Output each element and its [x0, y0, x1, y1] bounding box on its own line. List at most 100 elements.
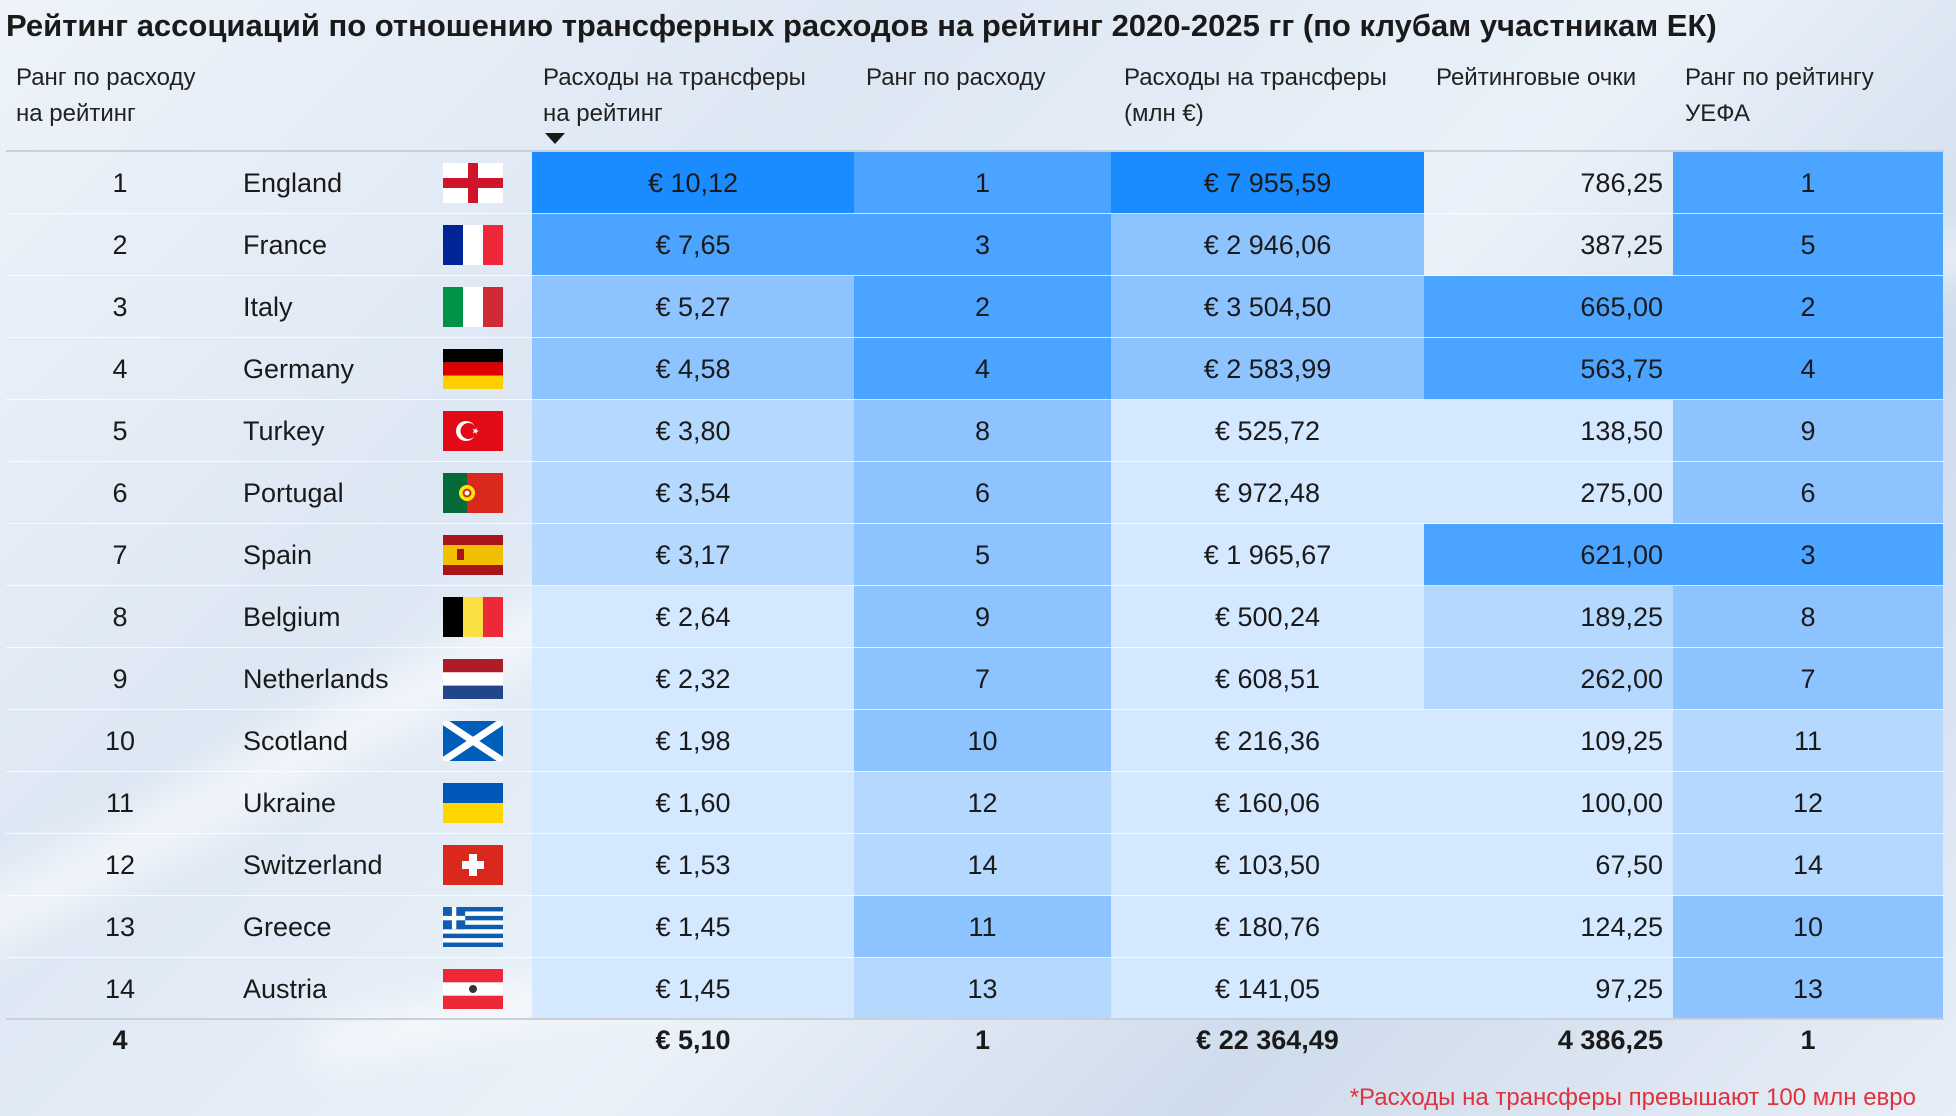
spend-rank-cell: 5: [854, 524, 1111, 586]
row-divider: [6, 399, 1944, 400]
greece-flag-icon: [443, 907, 503, 947]
scotland-flag-icon: [441, 718, 505, 764]
spend-rank-cell: 14: [854, 834, 1111, 896]
uefa-rank-cell: 12: [1673, 772, 1943, 834]
transfer-spend-cell: € 160,06: [1111, 772, 1424, 834]
row-divider: [6, 523, 1944, 524]
row-divider: [6, 585, 1944, 586]
transfer-spend-cell: € 608,51: [1111, 648, 1424, 710]
row-divider: [6, 275, 1944, 276]
spend-per-rating-cell: € 1,45: [532, 958, 854, 1020]
spend-per-rating-cell: € 10,12: [532, 152, 854, 214]
country-cell: Netherlands: [243, 664, 389, 694]
country-cell: Scotland: [243, 726, 349, 756]
transfer-spend-cell: € 2 583,99: [1111, 338, 1424, 400]
rating-points-cell: 189,25: [1424, 586, 1673, 648]
uefa-rank-cell: 5: [1673, 214, 1943, 276]
spend-per-rating-cell: € 1,60: [532, 772, 854, 834]
rating-points-cell: 387,25: [1580, 230, 1663, 260]
rank-cell: 11: [105, 788, 135, 818]
country-cell: Switzerland: [243, 850, 383, 880]
country-cell: Turkey: [243, 416, 325, 446]
country-cell: Belgium: [243, 602, 341, 632]
transfer-spend-cell: € 972,48: [1111, 462, 1424, 524]
rank-cell: 8: [112, 602, 128, 632]
rank-cell: 2: [112, 230, 128, 260]
row-divider: [6, 833, 1944, 834]
spain-flag-icon: [443, 535, 503, 575]
footnote: *Расходы на трансферы превышают 100 млн …: [1349, 1084, 1916, 1111]
rank-cell: 14: [104, 974, 136, 1004]
transfer-spend-cell: € 180,76: [1111, 896, 1424, 958]
country-cell: Greece: [243, 912, 332, 942]
total-uefa-rank: 1: [1800, 1025, 1816, 1055]
rank-cell: 5: [112, 416, 128, 446]
country-cell: Portugal: [243, 478, 344, 508]
header-uefa-rank: Ранг по рейтингу УЕФА: [1685, 64, 1874, 127]
spend-per-rating-cell: € 2,32: [532, 648, 854, 710]
rating-points-cell: 109,25: [1424, 710, 1673, 772]
rating-points-cell: 275,00: [1424, 462, 1673, 524]
spend-rank-cell: 7: [854, 648, 1111, 710]
spend-rank-cell: 13: [854, 958, 1111, 1020]
spend-per-rating-cell: € 3,17: [532, 524, 854, 586]
header-rank-per-rating: Ранг по расходу на рейтинг: [16, 64, 196, 127]
country-cell: Austria: [243, 974, 328, 1004]
row-divider: [6, 337, 1944, 338]
uefa-rank-cell: 2: [1673, 276, 1943, 338]
row-divider: [6, 647, 1944, 648]
rank-cell: 13: [104, 912, 136, 942]
italy-flag-icon: [443, 287, 503, 327]
spend-rank-cell: 6: [854, 462, 1111, 524]
rating-points-cell: 665,00: [1424, 276, 1673, 338]
austria-flag-icon: [443, 969, 503, 1009]
row-divider: [6, 957, 1944, 958]
rating-points-cell: 262,00: [1424, 648, 1673, 710]
rank-cell: 3: [112, 292, 128, 322]
spend-per-rating-cell: € 5,27: [532, 276, 854, 338]
spend-per-rating-cell: € 1,45: [532, 896, 854, 958]
rank-cell: 1: [112, 168, 128, 198]
rating-points-cell: 97,25: [1424, 958, 1673, 1020]
total-rank: 4: [112, 1025, 128, 1055]
header-rating-points: Рейтинговые очки: [1436, 64, 1637, 91]
rating-points-cell: 563,75: [1424, 338, 1673, 400]
total-transfer-spend: € 22 364,49: [1196, 1025, 1339, 1055]
uefa-rank-cell: 7: [1673, 648, 1943, 710]
portugal-flag-icon: [443, 473, 503, 513]
transfer-spend-cell: € 500,24: [1111, 586, 1424, 648]
spend-rank-cell: 11: [854, 896, 1111, 958]
spend-per-rating-cell: € 3,54: [532, 462, 854, 524]
transfer-spend-cell: € 216,36: [1111, 710, 1424, 772]
sort-down-icon[interactable]: [545, 133, 565, 145]
row-divider: [6, 771, 1944, 772]
uefa-rank-cell: 8: [1673, 586, 1943, 648]
uefa-rank-cell: 14: [1673, 834, 1943, 896]
turkey-flag-icon: [443, 411, 503, 451]
row-divider: [6, 213, 1944, 214]
total-spend-per-rating: € 5,10: [655, 1025, 731, 1055]
rank-cell: 9: [112, 664, 128, 694]
total-spend-rank: 1: [974, 1025, 991, 1055]
ukraine-flag-icon: [443, 783, 503, 823]
netherlands-flag-icon: [443, 659, 503, 699]
transfer-spend-cell: € 525,72: [1111, 400, 1424, 462]
transfer-spend-cell: € 3 504,50: [1111, 276, 1424, 338]
transfer-spend-cell: € 7 955,59: [1111, 152, 1424, 214]
spend-per-rating-cell: € 2,64: [532, 586, 854, 648]
header-spend-per-rating[interactable]: Расходы на трансферы на рейтинг: [543, 64, 806, 127]
rank-cell: 7: [112, 540, 128, 570]
spend-per-rating-cell: € 3,80: [532, 400, 854, 462]
transfer-spend-cell: € 1 965,67: [1111, 524, 1424, 586]
header-rule: [6, 150, 1944, 152]
uefa-rank-cell: 6: [1673, 462, 1943, 524]
spend-per-rating-cell: € 1,53: [532, 834, 854, 896]
country-cell: Spain: [243, 540, 313, 570]
spend-rank-cell: 10: [854, 710, 1111, 772]
uefa-rank-cell: 9: [1673, 400, 1943, 462]
country-cell: Italy: [243, 292, 293, 322]
transfer-spend-cell: € 2 946,06: [1111, 214, 1424, 276]
rank-cell: 4: [112, 354, 128, 384]
header-transfer-spend: Расходы на трансферы (млн €): [1124, 64, 1387, 127]
uefa-rank-cell: 10: [1673, 896, 1943, 958]
